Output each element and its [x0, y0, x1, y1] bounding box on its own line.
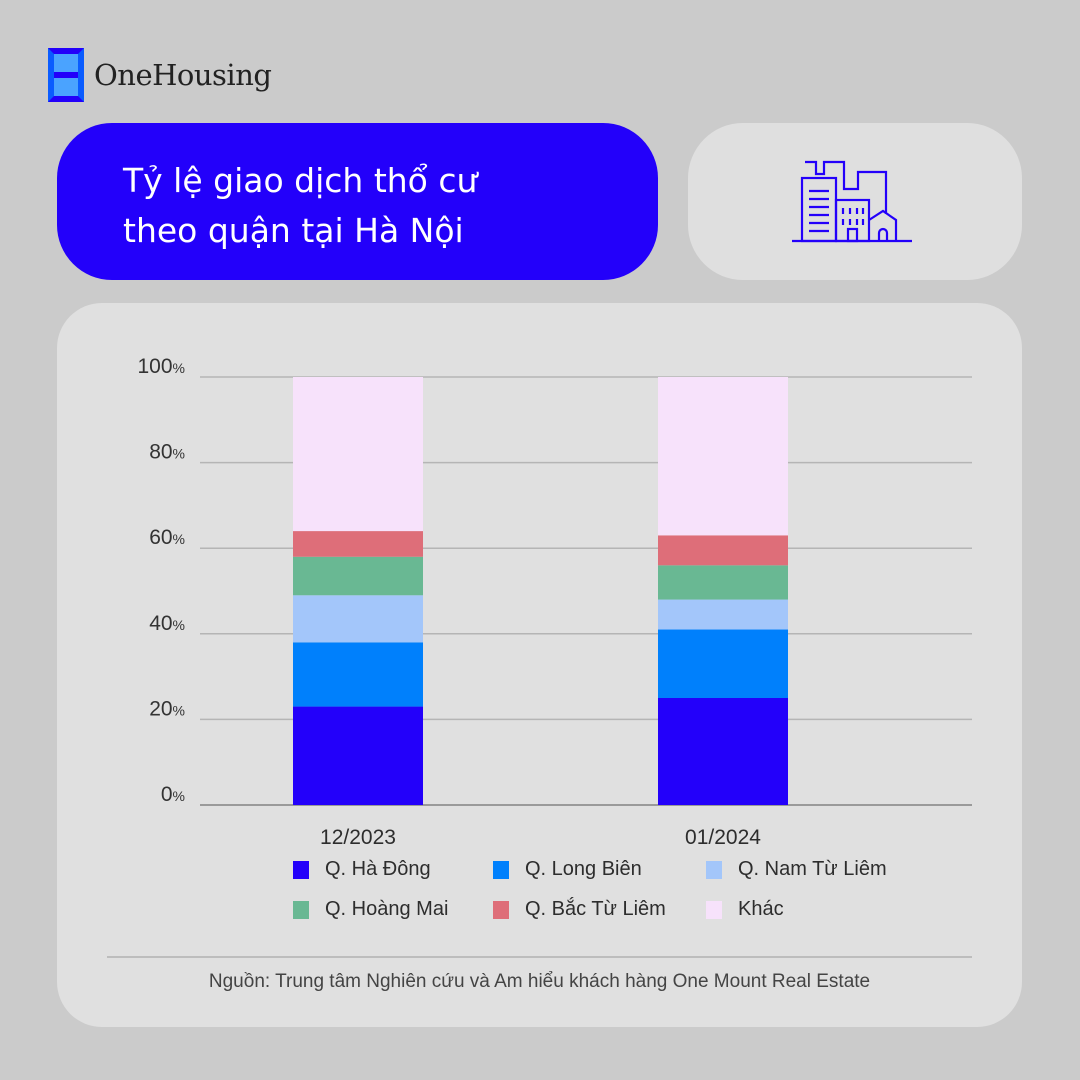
legend-label: Khác	[738, 898, 784, 920]
y-tick-value: 80	[149, 441, 172, 464]
y-tick-suffix: %	[173, 446, 185, 462]
y-tick-suffix: %	[173, 360, 185, 376]
bar-segment	[293, 556, 423, 596]
bar-segment	[293, 706, 423, 805]
icon-card	[688, 123, 1022, 280]
onehousing-logo-icon	[48, 48, 84, 102]
y-tick-value: 100	[138, 355, 173, 378]
legend-swatch	[706, 860, 722, 879]
bar-segment	[293, 595, 423, 643]
y-tick-label: 0%	[161, 783, 185, 806]
legend-label: Q. Nam Từ Liêm	[738, 858, 887, 880]
bar-segment	[658, 698, 788, 805]
y-tick-label: 20%	[149, 697, 185, 720]
y-tick-value: 40	[149, 612, 172, 635]
bar-segment	[658, 535, 788, 566]
legend-item: Q. Hoàng Mai	[293, 898, 448, 921]
brand-logo: OneHousing	[48, 48, 272, 102]
legend-item: Q. Hà Đông	[293, 858, 431, 881]
chart-card: 0% 20% 40% 60% 80% 100% 12/2023 01/2024 Q. Hà Đ…	[57, 303, 1022, 1027]
bar-segment	[293, 531, 423, 557]
divider	[107, 956, 972, 958]
y-tick-value: 20	[149, 697, 172, 720]
legend-label: Q. Hoàng Mai	[325, 898, 449, 920]
page-title-line-2: theo quận tại Hà Nội	[123, 211, 464, 250]
legend-swatch	[293, 860, 309, 879]
title-card: Tỷ lệ giao dịch thổ cư theo quận tại Hà …	[57, 123, 658, 280]
bar-segment	[293, 377, 423, 532]
source-note: Nguồn: Trung tâm Nghiên cứu và Am hiểu k…	[208, 971, 871, 992]
bar-segment	[658, 565, 788, 600]
legend-swatch	[493, 900, 509, 919]
legend-swatch	[493, 860, 509, 879]
y-tick-label: 80%	[149, 441, 185, 464]
y-tick-value: 0	[161, 783, 173, 806]
legend-item: Q. Nam Từ Liêm	[706, 858, 887, 881]
legend-item: Q. Long Biên	[493, 858, 642, 881]
legend-label: Q. Bắc Từ Liêm	[525, 898, 666, 920]
bar-segment	[658, 629, 788, 698]
bar-segment	[658, 599, 788, 630]
y-tick-value: 60	[149, 526, 172, 549]
stacked-bar-chart: 0%20%40%60%80%100%12/2023 01/2024	[138, 355, 972, 849]
legend-swatch	[706, 900, 722, 919]
y-tick-suffix: %	[173, 702, 185, 718]
y-tick-label: 60%	[149, 526, 185, 549]
bar-segment	[293, 642, 423, 707]
city-buildings-icon	[792, 160, 912, 243]
legend-label: Q. Hà Đông	[325, 858, 431, 880]
y-tick-suffix: %	[173, 617, 185, 633]
legend-item: Khác	[706, 898, 784, 921]
bar-segment	[658, 377, 788, 536]
y-tick-label: 40%	[149, 612, 185, 635]
y-tick-suffix: %	[173, 531, 185, 547]
y-tick-suffix: %	[173, 788, 185, 804]
x-tick-label: 12/2023	[320, 826, 396, 849]
y-tick-label: 100%	[138, 355, 186, 378]
x-tick-label: 01/2024	[685, 826, 761, 849]
legend-swatch	[293, 900, 309, 919]
legend-label: Q. Long Biên	[525, 858, 642, 880]
brand-name: OneHousing	[94, 58, 272, 92]
page-title-line-1: Tỷ lệ giao dịch thổ cư	[123, 161, 478, 200]
legend-item: Q. Bắc Từ Liêm	[493, 898, 666, 921]
